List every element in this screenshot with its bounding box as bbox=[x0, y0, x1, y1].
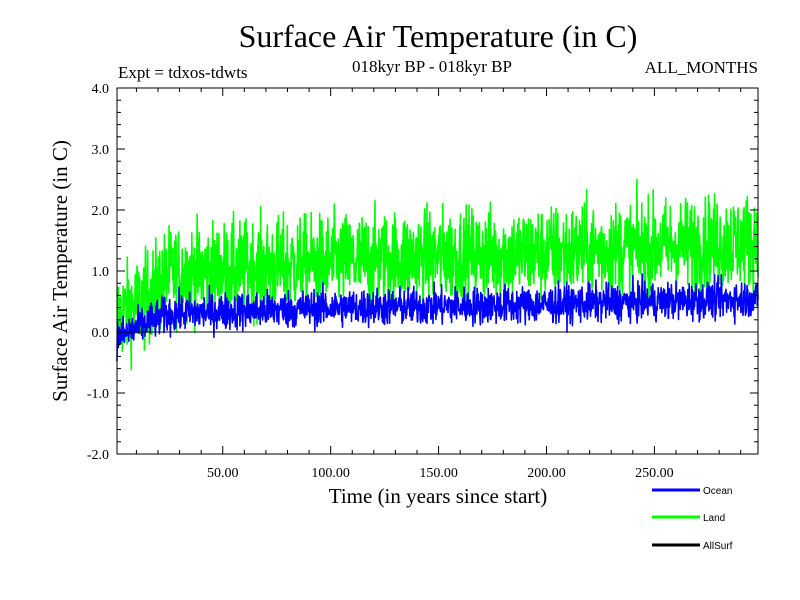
series-line-land bbox=[116, 178, 759, 371]
experiment-label: Expt = tdxos-tdwts bbox=[118, 63, 248, 82]
legend-label-allsurf: AllSurf bbox=[703, 541, 733, 552]
series-layer bbox=[116, 178, 759, 371]
x-tick-label: 150.00 bbox=[419, 466, 458, 481]
y-tick-label: 0.0 bbox=[92, 326, 110, 341]
x-tick-label: 50.00 bbox=[207, 466, 239, 481]
x-tick-label: 100.00 bbox=[311, 466, 350, 481]
y-tick-label: -1.0 bbox=[87, 387, 109, 402]
period-label: 018kyr BP - 018kyr BP bbox=[352, 57, 512, 76]
legend: Ocean Land AllSurf bbox=[652, 486, 733, 552]
legend-label-ocean: Ocean bbox=[703, 486, 732, 497]
x-axis-label: Time (in years since start) bbox=[329, 484, 548, 508]
y-tick-label: 1.0 bbox=[92, 265, 110, 280]
series-line-ocean bbox=[116, 273, 759, 362]
x-tick-label: 200.00 bbox=[527, 466, 566, 481]
y-tick-label: 2.0 bbox=[92, 204, 110, 219]
y-axis: -2.0 -1.0 0.0 1.0 2.0 3.0 4.0 bbox=[87, 82, 758, 463]
chart-title: Surface Air Temperature (in C) bbox=[239, 18, 638, 54]
x-tick-label: 250.00 bbox=[635, 466, 674, 481]
x-axis: 50.00 100.00 150.00 200.00 250.00 bbox=[135, 88, 742, 481]
y-tick-label: -2.0 bbox=[87, 448, 109, 463]
months-label: ALL_MONTHS bbox=[645, 58, 758, 77]
y-tick-label: 3.0 bbox=[92, 143, 110, 158]
legend-label-land: Land bbox=[703, 513, 725, 524]
y-axis-label: Surface Air Temperature (in C) bbox=[48, 140, 72, 402]
y-tick-label: 4.0 bbox=[92, 82, 110, 97]
